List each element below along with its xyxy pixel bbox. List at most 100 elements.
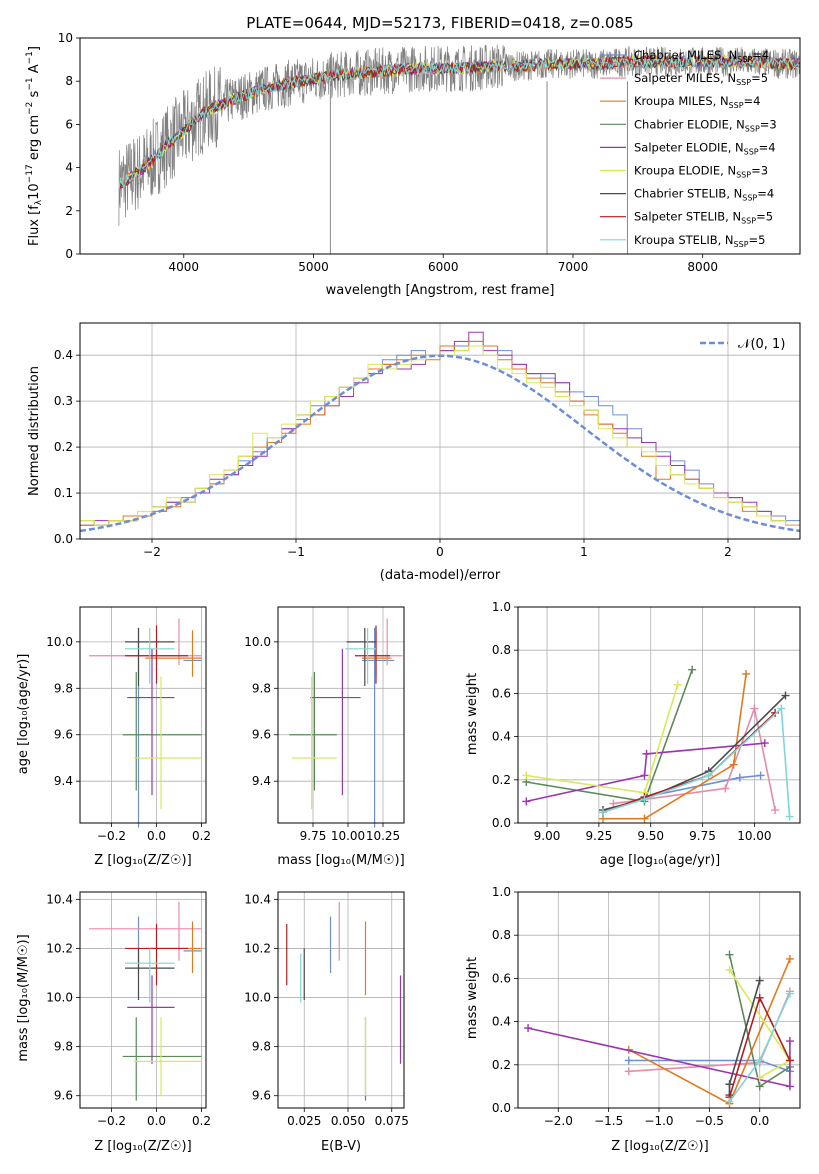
legend-sub: SSP <box>729 101 744 110</box>
spectrum-legend: Chabrier MILES, NSSP=4 Salpeter MILES, NS… <box>600 48 777 249</box>
ebv-xlabel: E(B-V) <box>321 1139 361 1154</box>
y-tick-label: 9.6 <box>252 1089 271 1103</box>
legend-sub: SSP <box>741 217 756 226</box>
weight-Z-ylabel: mass weight <box>465 957 480 1039</box>
x-tick-label: −0.2 <box>97 829 126 843</box>
weight-marker <box>781 691 790 700</box>
x-tick-label: −0.2 <box>97 1114 126 1128</box>
x-tick-label: 9.50 <box>637 829 664 843</box>
x-tick-label: 2 <box>724 545 732 559</box>
weight-marker <box>522 771 531 780</box>
y-tick-label: 10.2 <box>244 941 271 955</box>
legend-rest: =4 <box>744 94 761 108</box>
axes-frame <box>517 891 801 1109</box>
x-tick-label: 7000 <box>558 260 589 274</box>
residual-panel: −2 −1 0 1 2 0.0 0.1 0.2 0.3 0.4 (data-model)/erro… <box>27 322 801 583</box>
weight-marker <box>756 771 765 780</box>
axes-frame <box>79 606 207 824</box>
y-tick-label: 9.6 <box>252 728 271 742</box>
weight-marker <box>785 812 794 821</box>
x-tick-label: 0.050 <box>331 1114 365 1128</box>
x-tick-label: −1.0 <box>644 1114 673 1128</box>
weight-line <box>728 980 761 1095</box>
weight-marker <box>624 1067 633 1076</box>
age-mass-xlabel: mass [log₁₀(M/M☉)] <box>277 853 404 868</box>
weight-marker <box>735 773 744 782</box>
y-tick-label: 9.8 <box>54 1040 73 1054</box>
axes-frame <box>277 606 405 824</box>
y-tick-label: 9.8 <box>54 681 73 695</box>
y-tick-label: 10 <box>58 31 73 45</box>
weight-marker <box>524 1024 533 1033</box>
x-tick-label: −2 <box>143 545 161 559</box>
histograms <box>80 331 800 539</box>
x-tick-label: 6000 <box>428 260 459 274</box>
y-tick-label: 0.0 <box>54 532 73 546</box>
weight-marker <box>742 669 751 678</box>
weight-marker <box>771 708 780 717</box>
weight-line <box>526 742 765 803</box>
legend-label: Salpeter STELIB, NSSP=5 <box>634 210 773 226</box>
legend-rest: =3 <box>751 164 768 178</box>
y-tick-label: 10.4 <box>46 892 73 906</box>
legend-sub: SSP <box>745 124 760 133</box>
x-tick-label: 0.075 <box>375 1114 409 1128</box>
y-tick-label: 0.8 <box>492 928 511 942</box>
x-tick-label: 1 <box>580 545 588 559</box>
weight-marker <box>725 950 734 959</box>
y-tick-label: 10.0 <box>46 991 73 1005</box>
weight-marker <box>640 795 649 804</box>
weight-marker <box>725 1097 734 1106</box>
weight-Z-xlabel: Z [log₁₀(Z/Z☉)] <box>611 1139 708 1154</box>
y-tick-label: 10.0 <box>46 635 73 649</box>
legend-label: Salpeter MILES, NSSP=5 <box>634 71 768 87</box>
age-vs-mass-panel: 9.75 10.00 10.25 9.4 9.6 9.8 10.0 <box>244 606 405 843</box>
legend-rest: =3 <box>760 117 777 131</box>
legend-label: Kroupa ELODIE, NSSP=3 <box>634 164 768 180</box>
y-tick-label: 9.8 <box>252 1040 271 1054</box>
weight-marker <box>755 976 764 985</box>
x-tick-label: 9.25 <box>586 829 613 843</box>
y-tick-label: 0.0 <box>492 1101 511 1115</box>
spectrum-xlabel: wavelength [Angstrom, rest frame] <box>326 283 555 298</box>
axes-frame <box>79 322 801 540</box>
y-tick-label: 2 <box>65 204 73 218</box>
residual-xlabel: (data-model)/error <box>380 568 501 583</box>
x-tick-label: 10.00 <box>331 829 365 843</box>
weight-marker <box>640 771 649 780</box>
legend-rest: =5 <box>749 233 766 247</box>
weight-marker <box>785 1082 794 1091</box>
y-tick-label: 0.4 <box>492 730 511 744</box>
x-tick-label: 9.75 <box>300 829 327 843</box>
y-tick-label: 1.0 <box>492 600 511 614</box>
weight-marker <box>704 771 713 780</box>
legend-rest: =5 <box>751 71 768 85</box>
x-tick-label: 0.0 <box>147 829 166 843</box>
legend-sub: SSP <box>736 78 751 87</box>
y-tick-label: 0.8 <box>492 643 511 657</box>
x-tick-label: 10.00 <box>737 829 771 843</box>
x-tick-label: −1.5 <box>594 1114 623 1128</box>
legend-rest: =4 <box>752 48 769 62</box>
axes-frame <box>79 891 207 1109</box>
weight-marker <box>721 784 730 793</box>
y-tick-label: 0.4 <box>492 1015 511 1029</box>
mass-Z-ylabel: mass [log₁₀(M/M☉)] <box>16 934 31 1061</box>
weight-marker <box>522 797 531 806</box>
spectrum-ylabel: Flux [fλ10−17 erg cm−2 s−1 A−1] <box>25 46 44 246</box>
axes-frame <box>517 606 801 824</box>
mass-vs-ebv-panel: 0.025 0.050 0.075 9.6 9.8 10.0 10.2 10.4 <box>244 891 409 1128</box>
y-tick-label: 0.6 <box>492 971 511 985</box>
weight-line <box>526 669 693 803</box>
x-tick-label: 9.00 <box>534 829 561 843</box>
mass-Z-xlabel: Z [log₁₀(Z/Z☉)] <box>94 1139 191 1154</box>
y-tick-label: 0.0 <box>492 816 511 830</box>
weight-marker <box>760 739 769 748</box>
spectrum-title: PLATE=0644, MJD=52173, FIBERID=0418, z=0… <box>246 14 633 32</box>
weight-marker <box>624 1056 633 1065</box>
y-tick-label: 9.8 <box>252 681 271 695</box>
weight-line <box>602 712 776 813</box>
legend-label: Kroupa STELIB, NSSP=5 <box>634 233 765 249</box>
weight-marker <box>642 749 651 758</box>
